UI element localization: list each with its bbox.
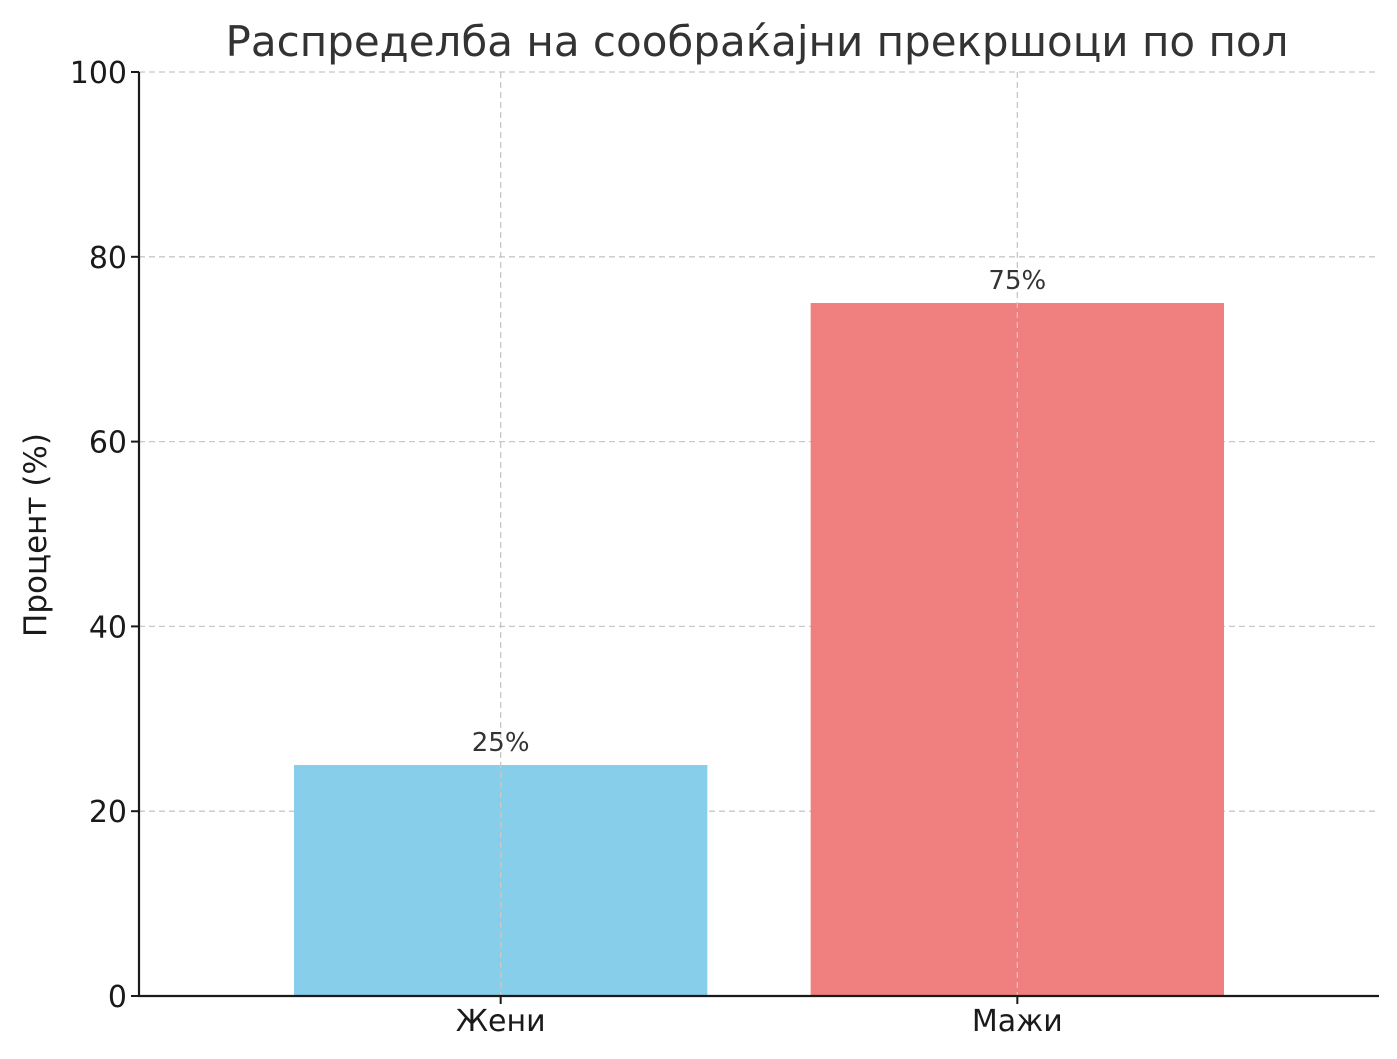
y-tick-label-3: 60 xyxy=(89,426,127,461)
y-tick-label-1: 20 xyxy=(89,795,127,830)
bar-0 xyxy=(294,765,708,996)
x-grid-lines xyxy=(500,72,1018,996)
y-tick-label-4: 80 xyxy=(89,241,127,276)
data-label-0: 25% xyxy=(472,728,530,758)
bar-1 xyxy=(810,303,1224,996)
x-ticks: Жени Мажи xyxy=(456,996,1063,1039)
x-tick-label-0: Жени xyxy=(456,1004,546,1039)
data-labels: 25% 75% xyxy=(472,266,1046,758)
data-label-1: 75% xyxy=(988,266,1046,296)
y-tick-label-5: 100 xyxy=(70,56,127,91)
chart-title: Распределба на сообраќајни прекршоци по … xyxy=(226,17,1289,66)
y-ticks: 0 20 40 60 80 100 xyxy=(70,56,139,1015)
y-tick-label-2: 40 xyxy=(89,610,127,645)
axes xyxy=(137,72,1379,998)
x-tick-label-1: Мажи xyxy=(972,1004,1063,1039)
bars xyxy=(294,303,1224,996)
y-tick-label-0: 0 xyxy=(108,980,127,1015)
y-axis-label: Процент (%) xyxy=(18,433,54,637)
